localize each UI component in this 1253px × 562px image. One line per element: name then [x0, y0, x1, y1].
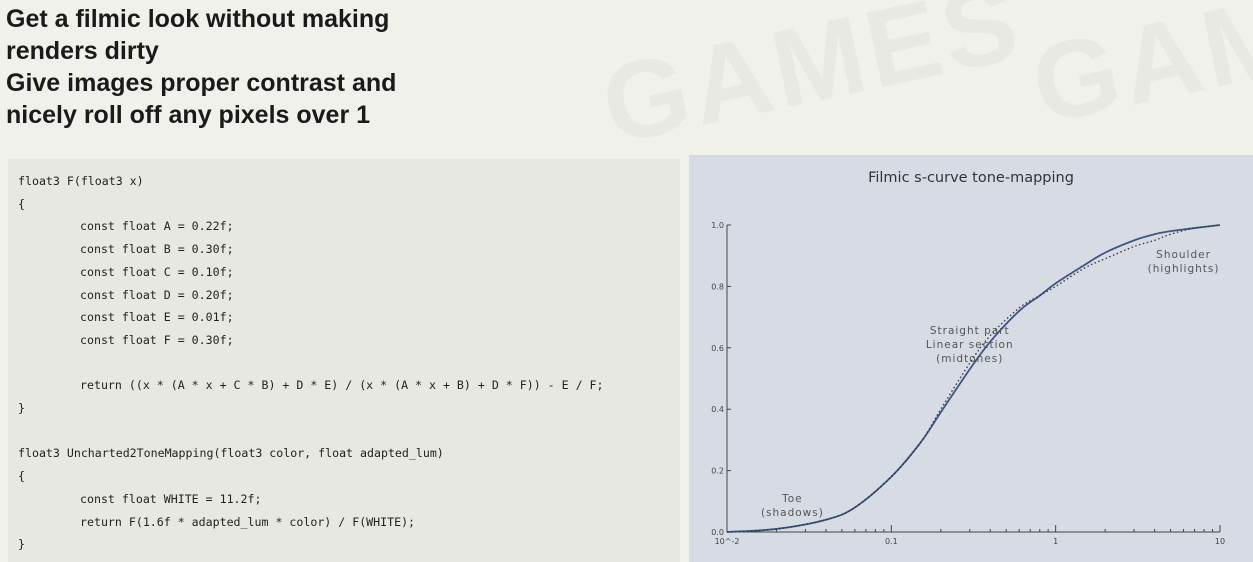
code-line: }: [18, 401, 25, 415]
code-line: {: [18, 196, 25, 211]
headline-line-1: Get a filmic look without making: [6, 5, 390, 33]
code-line: const float B = 0.30f;: [80, 242, 234, 257]
code-line: const float F = 0.30f;: [80, 332, 234, 347]
code-line: return F(1.6f * adapted_lum * color) / F…: [80, 514, 416, 529]
headline-line-2: renders dirty: [6, 37, 159, 65]
reference-curve-dotted: [726, 224, 1221, 533]
code-line: const float E = 0.01f;: [80, 310, 234, 325]
tone-curve-solid: [726, 224, 1221, 533]
tone-mapping-chart: 0.0 0.2 0.4 0.6 0.8 1.0 10^-2 0.1 1 10 Toe (shadows…: [711, 221, 1225, 546]
code-line: const float C = 0.10f;: [80, 264, 234, 279]
games-watermark-1: GAMES: [591, 0, 1032, 168]
annotation-label: Straight part: [930, 325, 1010, 337]
y-tick-label: 0.0: [711, 528, 724, 537]
games-watermark-2: GAMES: [1021, 0, 1253, 148]
x-tick-label: 10^-2: [715, 537, 740, 546]
code-line: return ((x * (A * x + C * B) + D * E) / …: [80, 378, 604, 393]
slide-headline: Get a filmic look without making renders…: [6, 3, 396, 131]
annotation-label: Linear section: [926, 339, 1014, 351]
code-line: const float WHITE = 11.2f;: [80, 491, 262, 506]
code-line: }: [18, 537, 25, 552]
code-panel: float3 F(float3 x) { const float A = 0.22f…: [8, 159, 680, 562]
y-tick-label: 0.2: [711, 467, 724, 476]
x-tick-label: 1: [1053, 537, 1058, 546]
code-line: const float A = 0.22f;: [80, 219, 234, 234]
y-tick-label: 1.0: [711, 221, 724, 230]
annotation-label: (highlights): [1148, 263, 1220, 275]
code-line: {: [18, 469, 25, 484]
code-line: float3 F(float3 x): [18, 174, 144, 188]
code-line: const float D = 0.20f;: [80, 287, 234, 302]
annotation-label: (shadows): [761, 507, 824, 519]
headline-line-3: Give images proper contrast and: [6, 69, 397, 97]
code-line: float3 Uncharted2ToneMapping(float3 colo…: [18, 446, 444, 461]
y-tick-label: 0.8: [711, 282, 724, 291]
headline-line-4: nicely roll off any pixels over 1: [6, 101, 371, 129]
x-tick-label: 0.1: [885, 537, 898, 546]
annotation-label: (midtones): [936, 353, 1003, 365]
annotation-label: Toe: [781, 493, 803, 505]
chart-title: Filmic s-curve tone-mapping: [868, 170, 1074, 186]
y-tick-label: 0.4: [711, 405, 724, 414]
chart-panel: 0.0 0.2 0.4 0.6 0.8 1.0 10^-2 0.1 1 10 Toe (shadows…: [689, 155, 1253, 562]
y-tick-label: 0.6: [711, 344, 724, 353]
x-tick-label: 10: [1215, 537, 1225, 546]
annotation-label: Shoulder: [1156, 249, 1211, 261]
